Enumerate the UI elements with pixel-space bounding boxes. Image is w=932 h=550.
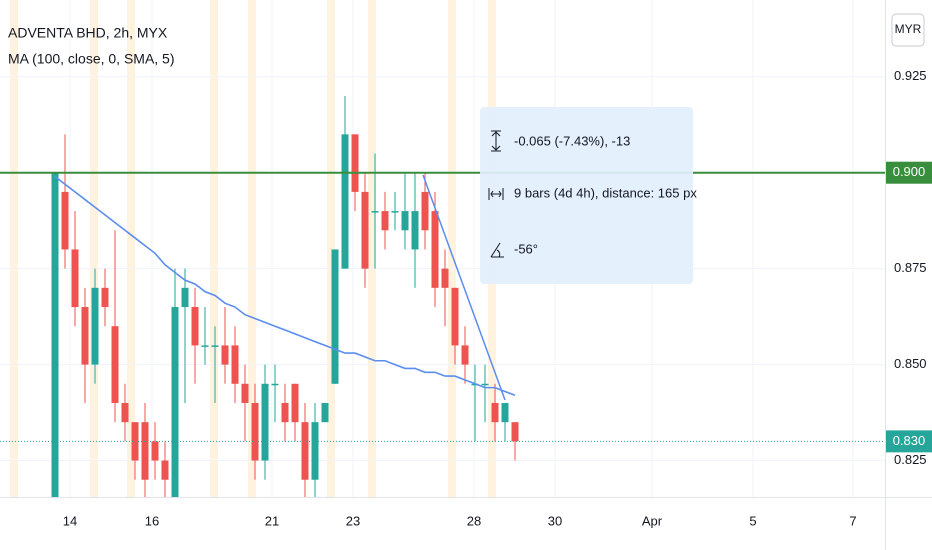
candle-body: [281, 402, 289, 423]
price-label: 0.900: [893, 164, 926, 179]
candle-body: [51, 172, 59, 497]
candle-body: [341, 134, 349, 269]
last-price-box: [886, 430, 932, 453]
candle-body: [261, 383, 269, 461]
candle-body: [411, 211, 419, 250]
candle-body: [371, 211, 379, 213]
candle-body: [461, 345, 469, 365]
x-tick-label: 30: [548, 513, 562, 528]
candle-body: [381, 211, 389, 231]
x-tick-label: 21: [265, 513, 279, 528]
candle-body: [421, 191, 429, 231]
indicator-label: MA (100, close, 0, SMA, 5): [8, 51, 175, 67]
candle-body: [501, 402, 509, 423]
moving-average: [54, 175, 516, 397]
chart-title: ADVENTA BHD, 2h, MYX: [8, 25, 168, 41]
candle-body: [311, 422, 319, 480]
last-price-label: 0.830: [893, 433, 926, 448]
measure-tooltip: -0.065 (-7.43%), -13 9 bars (4d 4h), dis…: [480, 107, 697, 284]
candle-body: [401, 211, 409, 231]
candle-body: [201, 345, 209, 347]
candle-body: [321, 402, 329, 423]
candle-body: [161, 460, 169, 480]
candle-body: [271, 383, 279, 386]
x-tick-label: 14: [63, 513, 77, 528]
candle-body: [291, 383, 299, 423]
measure-price: -0.065 (-7.43%), -13: [514, 133, 630, 148]
candle-body: [61, 191, 69, 250]
candle-body: [101, 287, 109, 308]
measure-bars: 9 bars (4d 4h), distance: 165 px: [514, 185, 697, 200]
price-label-box: [886, 161, 932, 184]
candle-body: [491, 402, 499, 423]
candle-body: [191, 307, 199, 346]
currency[interactable]: MYR: [895, 22, 922, 36]
candle-body: [451, 287, 459, 346]
x-tick-label: 16: [145, 513, 159, 528]
y-tick-label: 0.850: [894, 356, 927, 371]
candle-body: [171, 307, 179, 497]
x-tick-label: Apr: [642, 513, 663, 528]
candle-body: [221, 345, 229, 365]
y-tick-label: 0.925: [894, 68, 927, 83]
y-tick-label: 0.825: [894, 452, 927, 467]
candle-body: [91, 287, 99, 365]
candle-body: [331, 249, 339, 384]
x-tick-label: 5: [749, 513, 756, 528]
candle-body: [181, 287, 189, 308]
candle-body: [71, 249, 79, 308]
candle-body: [211, 345, 219, 347]
trend-line[interactable]: [422, 174, 506, 401]
x-tick-label: 7: [849, 513, 856, 528]
candle-body: [481, 383, 489, 386]
x-tick-label: 28: [467, 513, 481, 528]
candle-body: [81, 307, 89, 365]
currency-box[interactable]: [891, 13, 925, 47]
y-tick-label: 0.875: [894, 260, 927, 275]
candle-body: [351, 134, 359, 192]
candle-body: [301, 422, 309, 480]
candle-body: [441, 268, 449, 288]
measure-angle: -56°: [514, 241, 538, 256]
x-tick-label: 23: [346, 513, 360, 528]
candle-body: [231, 345, 239, 384]
candle-body: [391, 211, 399, 213]
candle-body: [251, 402, 259, 461]
candle-body: [151, 441, 159, 461]
candle-body: [121, 402, 129, 423]
candle-body: [431, 211, 439, 288]
candle-body: [111, 326, 119, 403]
candle-body: [241, 383, 249, 403]
candle-body: [361, 191, 369, 269]
candle-body: [141, 422, 149, 480]
candle-body: [511, 422, 519, 442]
